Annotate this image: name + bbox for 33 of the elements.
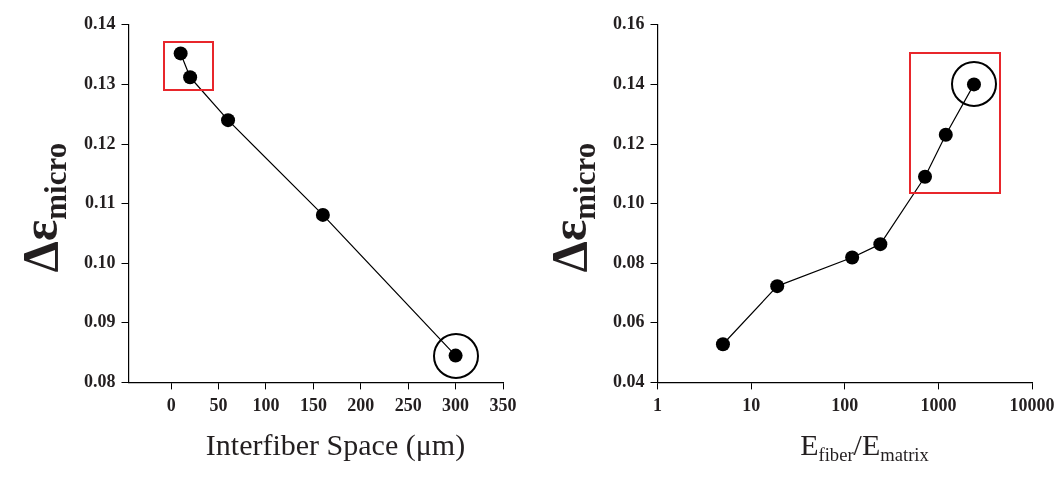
y-tick-label: 0.04: [613, 371, 645, 392]
y-tick-label: 0.10: [613, 192, 645, 213]
point: [221, 113, 236, 128]
y-tick-label: 0.14: [84, 13, 116, 34]
x-tick-label: 100: [252, 394, 280, 415]
y-tick-label: 0.13: [84, 73, 116, 94]
y-tick-label: 0.11: [84, 192, 116, 213]
x-tick-label: 150: [299, 394, 327, 415]
x-tick-label: 100: [831, 394, 859, 415]
x-axis-title: Interfiber Space (μm): [204, 428, 467, 462]
x-tick-label: 1: [653, 394, 662, 415]
y-tick-label: 0.10: [84, 251, 116, 272]
x-tick-label: 250: [394, 394, 422, 415]
x-tick-label: 10000: [1009, 394, 1055, 415]
y-tick-label: 0.12: [84, 132, 116, 153]
x-tick-label: 200: [347, 394, 375, 415]
point: [315, 207, 330, 222]
y-tick-label: 0.08: [84, 371, 116, 392]
point: [183, 70, 198, 85]
point: [173, 46, 188, 61]
y-tick-label: 0.09: [84, 311, 116, 332]
x-tick-label: 1000: [920, 394, 957, 415]
x-tick-label: 50: [209, 394, 228, 415]
x-tick-label: 0: [166, 394, 176, 415]
x-tick-label: 10: [742, 394, 761, 415]
y-tick-label: 0.06: [613, 311, 645, 332]
y-tick-label: 0.16: [613, 13, 645, 34]
y-tick-label: 0.12: [613, 132, 645, 153]
y-tick-label: 0.08: [613, 251, 645, 272]
x-tick-label: 350: [489, 394, 517, 415]
y-tick-label: 0.14: [613, 73, 645, 94]
x-axis-title: E$_{fiber}$/E$_{matrix}$: [799, 428, 930, 466]
x-tick-label: 300: [442, 394, 470, 415]
